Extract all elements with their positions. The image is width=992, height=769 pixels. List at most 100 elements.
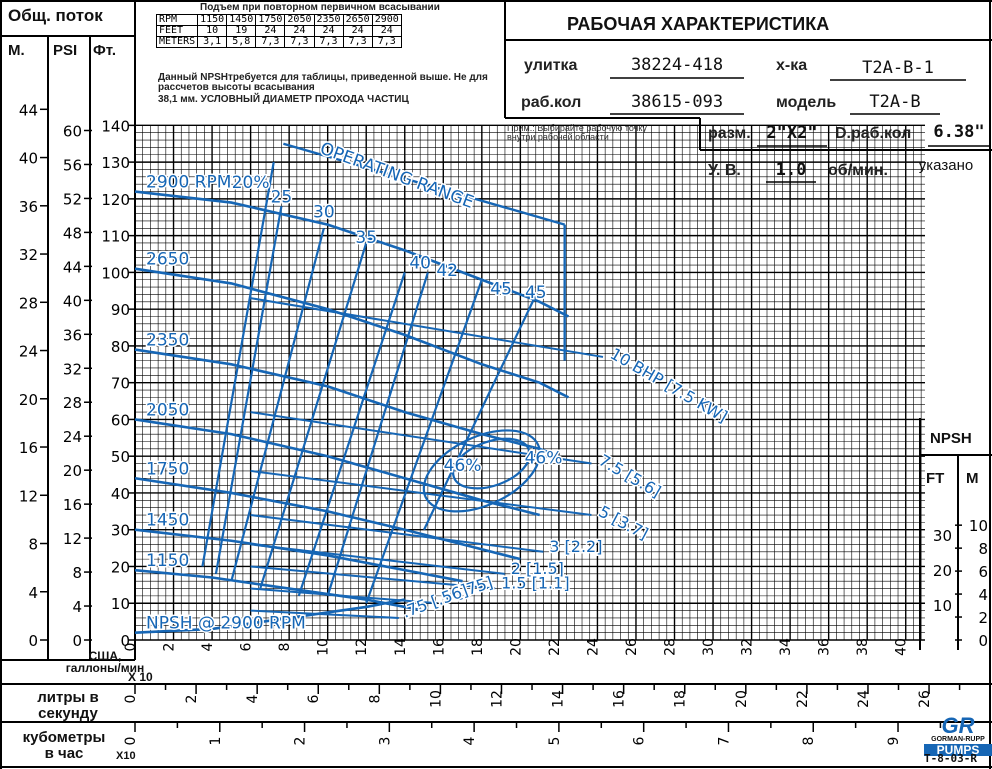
npsh-ft-label: FT — [926, 470, 944, 487]
unit-psi-label: PSI — [53, 42, 77, 59]
lift-table-row: METERS 3,1 5,8 7,3 7,3 7,3 7,3 7,3 — [157, 37, 402, 48]
lps-label: литры в секунду — [20, 690, 116, 722]
y-tick-m: 20 — [19, 391, 38, 409]
lift-table-cell: 7,3 — [285, 37, 314, 48]
x-tick-gpm: 16 — [431, 638, 447, 656]
x-tick-m3h: 2 — [293, 737, 309, 746]
x-tick-m3h: 9 — [886, 737, 902, 746]
operating-note: Прим.: Выбирайте рабочую точку внутри ра… — [507, 124, 677, 142]
lift-table-cell: 7,3 — [372, 37, 401, 48]
efficiency-label: 46% — [525, 449, 563, 469]
npsh-ft-tick: 20 — [933, 562, 952, 580]
power-label: .75 [.56] — [400, 580, 471, 621]
lift-table-row-label: FEET — [157, 26, 198, 37]
x-tick-gpm: 34 — [778, 638, 794, 656]
lift-table-cell: 2900 — [372, 15, 401, 26]
y-tick-psi: 12 — [63, 530, 82, 548]
lift-table-title: Подъем при повторном первичном всасывани… — [200, 3, 440, 13]
y-tick-psi: 16 — [63, 496, 82, 514]
lift-table-cell: 2350 — [314, 15, 343, 26]
x-tick-gpm: 20 — [508, 638, 524, 656]
y-tick-ft: 20 — [111, 558, 130, 576]
y-tick-m: 0 — [28, 632, 38, 650]
x-tick-gpm: 18 — [470, 638, 486, 656]
y-tick-ft: 50 — [111, 448, 130, 466]
speed-curve-label: 1150 — [146, 551, 189, 571]
x-tick-gpm: 14 — [393, 638, 409, 656]
y-tick-m: 36 — [19, 198, 38, 216]
y-tick-psi: 28 — [63, 394, 82, 412]
unit-m-label: М. — [8, 42, 25, 59]
npsh-m-label: M — [966, 470, 979, 487]
x-tick-lps: 14 — [551, 690, 567, 708]
x-tick-lps: 24 — [856, 690, 872, 708]
y-tick-psi: 8 — [72, 564, 82, 582]
model-label: модель — [776, 94, 836, 112]
x-tick-lps: 4 — [245, 694, 261, 703]
y-tick-psi: 60 — [63, 122, 82, 140]
usgpm-mult: X 10 — [128, 670, 153, 684]
efficiency-line — [202, 162, 273, 566]
logo-gr: GR — [924, 716, 992, 736]
m3h-label: кубометры в час — [16, 730, 112, 762]
y-tick-ft: 70 — [111, 375, 130, 393]
speed-curve-label: 2050 — [146, 400, 189, 420]
lift-table-cell: 7,3 — [343, 37, 372, 48]
impeller-label: раб.кол — [521, 94, 581, 112]
m3h-mult: X10 — [116, 750, 136, 762]
y-tick-psi: 20 — [63, 462, 82, 480]
y-tick-m: 32 — [19, 246, 38, 264]
x-tick-gpm: 22 — [547, 638, 563, 656]
npsh-ft-tick: 30 — [933, 527, 952, 545]
x-tick-lps: 26 — [917, 690, 933, 708]
y-tick-psi: 44 — [63, 258, 82, 276]
y-tick-m: 16 — [19, 439, 38, 457]
x-tick-m3h: 8 — [801, 737, 817, 746]
y-tick-ft: 140 — [101, 117, 130, 135]
y-tick-ft: 80 — [111, 338, 130, 356]
drawing-code: T-8-03-R — [924, 752, 977, 765]
efficiency-label: 42 — [436, 261, 458, 281]
npsh-title: NPSH — [930, 430, 972, 447]
speed-curve-label: 1750 — [146, 459, 189, 479]
npsh-m-tick: 2 — [978, 609, 988, 627]
x-tick-m3h: 5 — [547, 737, 563, 746]
x-tick-m3h: 1 — [208, 737, 224, 746]
y-tick-ft: 60 — [111, 411, 130, 429]
x-tick-gpm: 36 — [817, 638, 833, 656]
speed-curve-label: 1450 — [146, 511, 189, 531]
efficiency-label: 35 — [355, 228, 377, 248]
npsh-m-tick: 4 — [978, 586, 988, 604]
size-label: разм. — [708, 125, 751, 143]
npsh-m-tick: 0 — [978, 632, 988, 650]
x-tick-m3h: 6 — [632, 736, 648, 745]
y-tick-m: 28 — [19, 294, 38, 312]
y-tick-ft: 10 — [111, 595, 130, 613]
lift-table-row-label: METERS — [157, 37, 198, 48]
npsh-m-tick: 10 — [969, 517, 988, 535]
x-tick-m3h: 3 — [377, 737, 393, 746]
y-tick-ft: 120 — [101, 191, 130, 209]
y-tick-ft: 90 — [111, 301, 130, 319]
lift-table: RPM 1150 1450 1750 2050 2350 2650 2900 FEET 10 19 2… — [156, 14, 402, 48]
efficiency-label: 45 — [490, 279, 512, 299]
chart-title: РАБОЧАЯ ХАРАКТЕРИСТИКА — [567, 14, 829, 35]
impeller-value: 38615-093 — [610, 92, 744, 112]
lift-table-cell: 1750 — [256, 15, 285, 26]
x-tick-lps: 10 — [428, 690, 444, 708]
y-tick-m: 12 — [19, 487, 38, 505]
npsh-ft-tick: 10 — [933, 597, 952, 615]
lift-table-cell: 24 — [256, 26, 285, 37]
efficiency-label: 40 — [409, 254, 431, 274]
x-tick-lps: 20 — [734, 690, 750, 708]
y-tick-m: 8 — [28, 536, 38, 554]
x-tick-lps: 18 — [673, 690, 689, 708]
speed-curve-label: 2650 — [146, 250, 189, 270]
y-tick-m: 4 — [28, 584, 38, 602]
lift-table-cell: 7,3 — [256, 37, 285, 48]
x-tick-lps: 0 — [123, 695, 139, 704]
curve-value: T2A-B-1 — [830, 58, 966, 78]
lift-table-cell: 2650 — [343, 15, 372, 26]
x-tick-gpm: 40 — [894, 638, 910, 656]
x-tick-lps: 22 — [795, 690, 811, 708]
